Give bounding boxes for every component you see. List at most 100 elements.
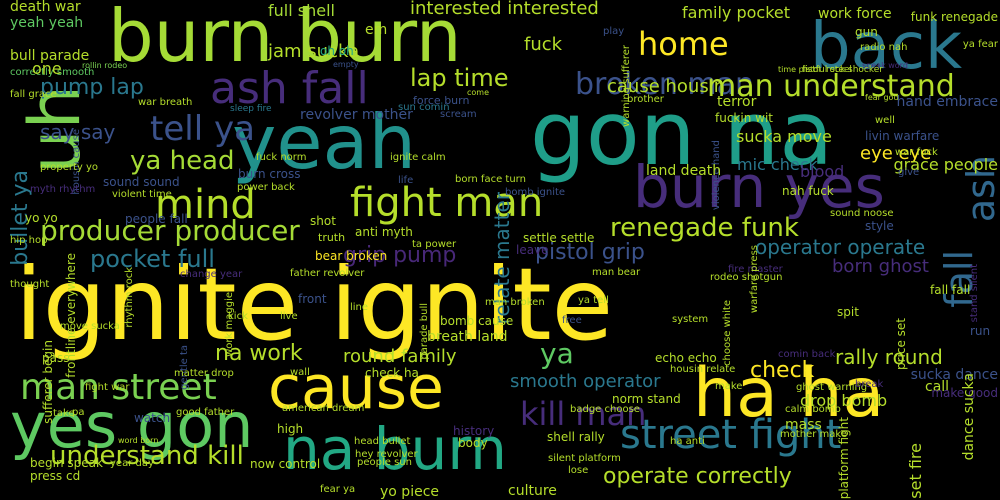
word-cloud-term: producer producer [40,214,300,247]
word-cloud-term: sound sound [103,175,180,189]
word-cloud-term: choose white [722,300,733,366]
word-cloud-term: ya tell [578,295,609,306]
word-cloud-term: rhythm rock [124,267,135,328]
word-cloud-term: gun [855,25,878,39]
word-cloud-term: rollin rodeo [82,61,128,70]
word-cloud-term: grip pump [343,243,457,268]
word-cloud-term: street fight [620,412,842,458]
word-cloud-term: ya fear [962,39,998,50]
word-cloud-term: body [458,436,488,450]
word-cloud-term: check ha [365,366,419,380]
word-cloud-term: family pocket [682,3,791,22]
word-cloud-term: death war [10,0,81,15]
word-cloud-term: myth rhythm [30,184,96,195]
word-cloud-term: fall fall [930,283,971,297]
word-cloud-term: calm bomb [785,404,841,415]
word-cloud-term: stand silent [969,264,980,323]
word-cloud-term: lap time [410,64,509,92]
word-cloud-term: word born [118,436,159,445]
word-cloud-term: play [603,26,625,37]
word-cloud-term: warfare press [749,245,760,314]
word-cloud-term: speak word [862,61,908,70]
word-cloud-term: people fall [125,212,188,226]
word-cloud-term: ta power [412,239,457,250]
word-cloud-term: na burn [283,415,507,483]
word-cloud-term: rock shocker [826,65,884,75]
word-cloud-term: burn burn [108,0,462,78]
word-cloud-term: hey revolver [355,449,418,460]
word-cloud-term: broken man [575,67,755,102]
word-cloud-term: work force [818,6,892,22]
word-cloud-term: fall grace [10,89,57,100]
word-cloud-term: bear broken [315,249,388,263]
word-cloud-term: shot [310,214,336,228]
word-cloud-term: correctly smooth [10,67,95,78]
word-cloud-term: people sun [357,457,412,468]
word-cloud-term: father revolver [290,268,365,279]
word-cloud-term: call [925,379,950,395]
word-cloud-term: fight man [350,180,544,226]
word-cloud-term: fire master [728,264,783,275]
word-cloud-term: free [562,315,582,326]
word-cloud-term: price set [894,318,908,371]
word-cloud-term: give [898,167,920,178]
word-cloud-term: one [32,59,62,78]
word-cloud-term: bull parade [10,48,90,64]
word-cloud-term: brother [627,94,664,105]
word-cloud-term: pocket full [90,245,215,273]
word-cloud-term: revolver mother [300,107,413,123]
word-cloud-term: cause [268,353,444,423]
word-cloud-term: livin warfare [865,129,940,143]
word-cloud-term: check [750,358,815,383]
word-cloud-term: bomb cause [440,314,514,328]
word-cloud-term: gon na [530,82,834,185]
word-cloud-term: kick [228,311,248,322]
word-cloud-term: na work [215,341,303,366]
word-cloud-term: change year [180,269,243,280]
word-cloud-term: ha ha [693,354,885,433]
word-cloud-term: burn yes [633,153,885,221]
word-cloud-term: yo yo [25,211,58,225]
word-cloud-term: sucka move [736,127,832,146]
word-cloud-term: year day [110,458,154,469]
word-cloud-term: now control [250,457,321,471]
word-cloud-term: truth [318,231,346,244]
word-cloud-term: life [398,175,414,186]
word-cloud-term: badge choose [570,404,640,415]
word-cloud-term: pa [72,407,85,418]
word-cloud-term: rally round [835,345,943,369]
word-cloud-term: rodeo shotgun [710,272,783,283]
word-cloud-term: pistol grip [535,240,645,265]
word-cloud-term: sleep fire [230,104,272,114]
word-cloud-term: ghost warning [796,382,868,393]
word-cloud-term: grace people [893,155,999,174]
word-cloud-term: thought [10,279,50,290]
word-cloud-term: sucka dance [910,367,998,383]
word-cloud-term: smooth operator [510,371,661,392]
word-cloud-term: nah fuck [782,184,834,198]
word-cloud-term: force burn [413,94,470,107]
word-cloud-term: funk renegade [910,10,998,24]
word-cloud-term: live [280,311,298,322]
word-cloud-term: front [298,292,327,306]
word-cloud-term: operator operate [755,235,926,259]
word-cloud-term: make [715,381,743,392]
word-cloud-term: matter drop [174,368,234,379]
word-cloud-term: time pistol [778,65,821,74]
word-cloud-term: man street [20,367,217,408]
word-cloud-term: sun comin [398,102,450,113]
word-cloud-term: style [865,219,894,233]
word-cloud-term: make good [931,386,998,400]
word-cloud-term: shell rally [547,430,605,444]
word-cloud-term: fear ya [320,484,356,495]
word-cloud-term: man bear [592,267,641,278]
word-cloud-term: leave [516,243,549,257]
word-cloud-term: fight war [85,382,130,393]
word-cloud-term: begin speak [30,456,103,470]
word-cloud-term: history [453,424,495,438]
word-cloud-term: fistful steel [802,65,852,75]
word-cloud-term: interested interested [410,0,599,19]
word-cloud-term: warning sufferer [621,45,632,127]
word-cloud-term: yeah [232,98,417,186]
